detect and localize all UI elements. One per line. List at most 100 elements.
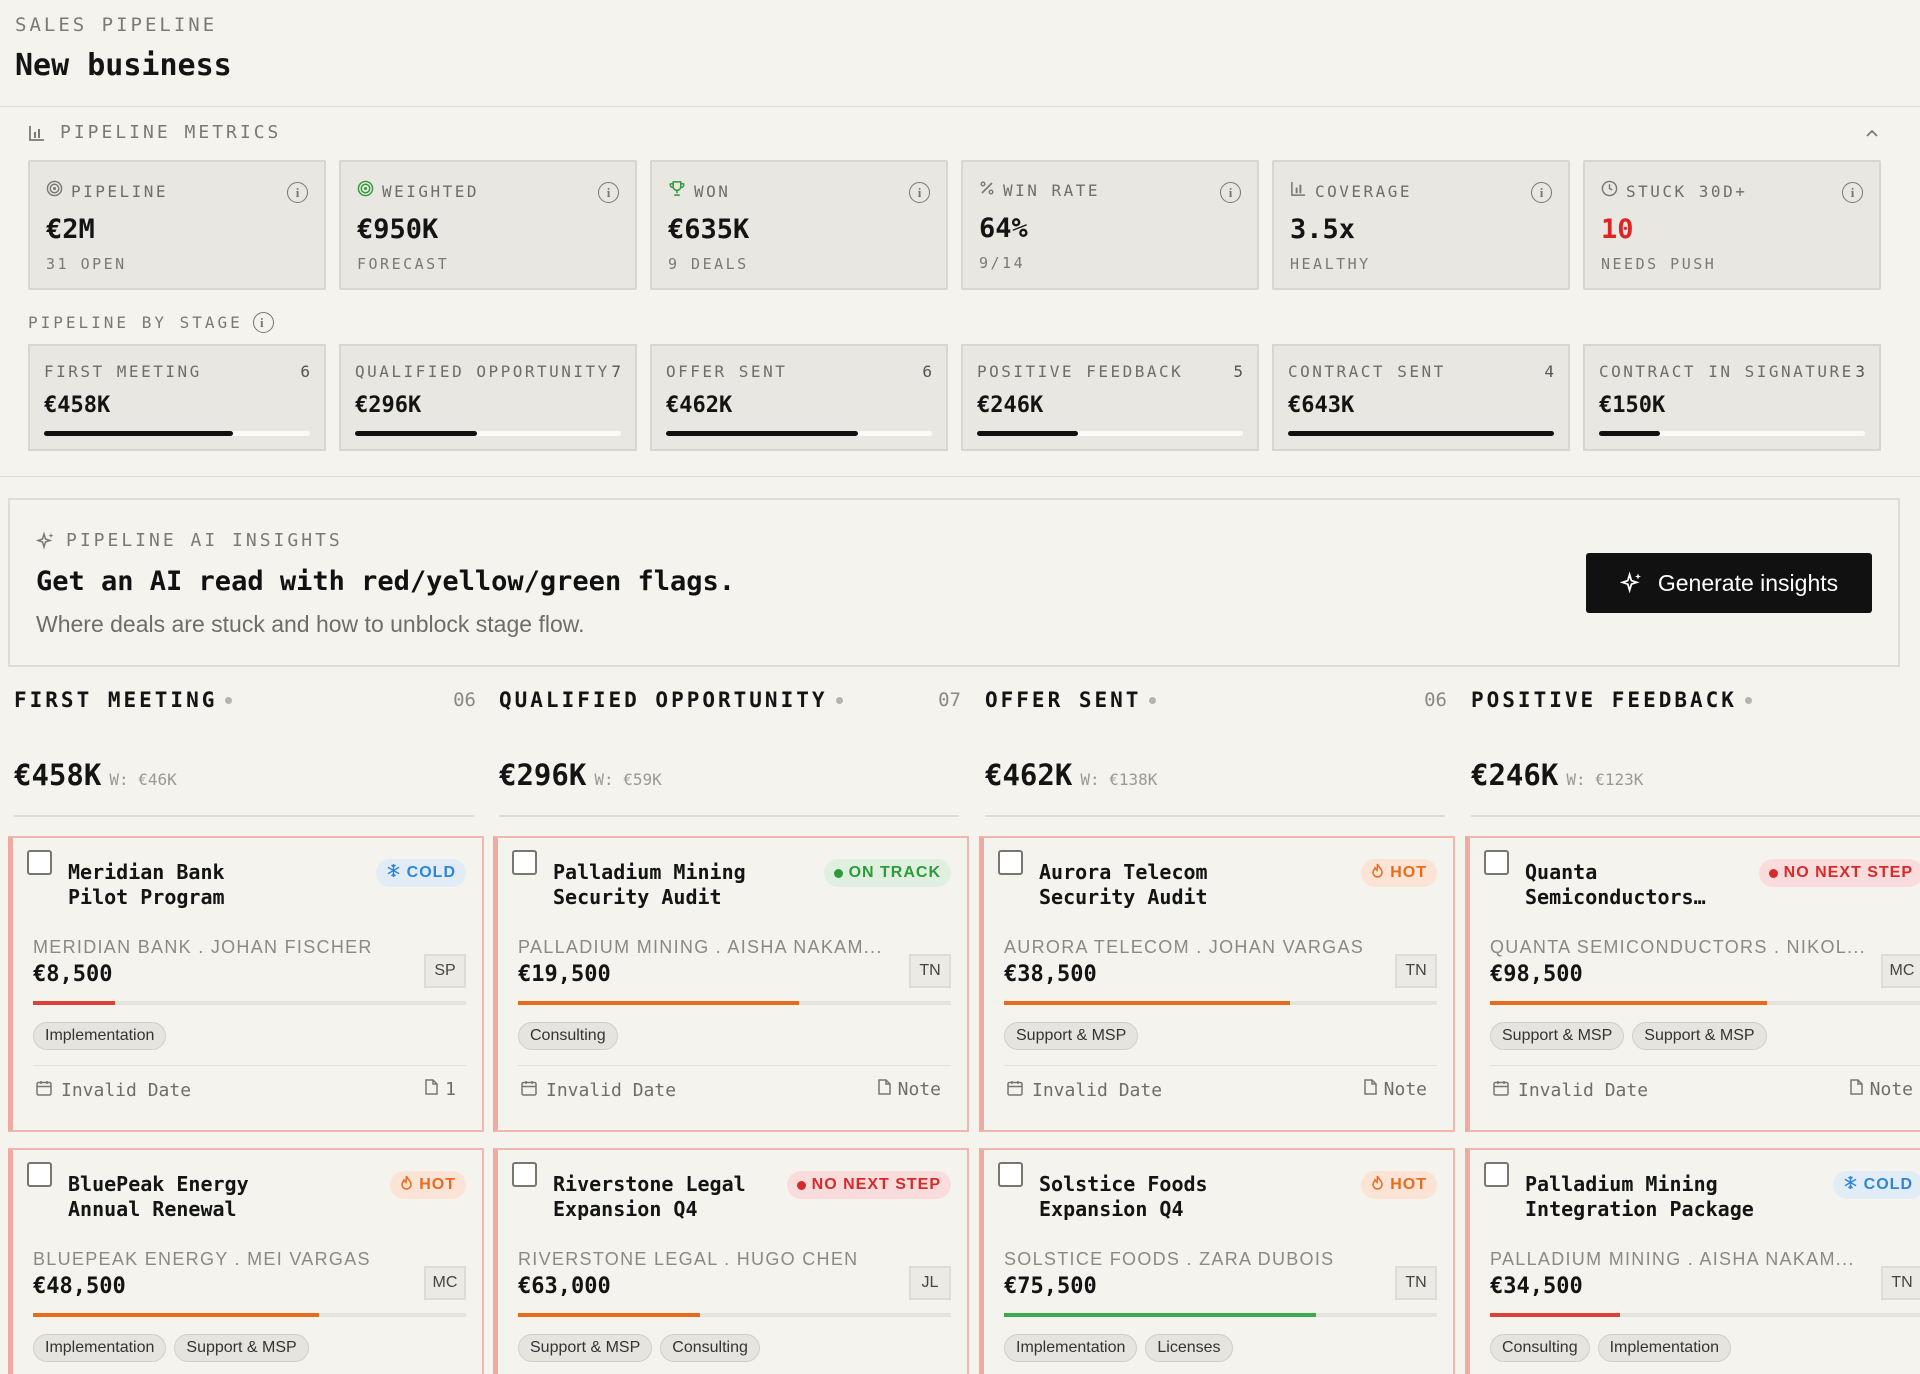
select-checkbox[interactable] [27,850,52,875]
owner-avatar[interactable]: MC [1881,954,1920,988]
owner-avatar[interactable]: TN [1881,1266,1920,1300]
deal-card[interactable]: Palladium Mining Integration Package COLD P… [1465,1148,1920,1374]
status-badge: HOT [1361,1171,1437,1199]
metric-label-text: WEIGHTED [382,181,480,201]
snowflake-icon [386,863,401,883]
tag-chip[interactable]: Consulting [518,1022,618,1050]
tag-list: Implementation [33,1022,167,1050]
deal-title[interactable]: Solstice Foods Expansion Q4 [1039,1172,1309,1222]
select-checkbox[interactable] [998,850,1023,875]
tag-chip[interactable]: Support & MSP [518,1334,653,1362]
info-icon[interactable]: i [1220,182,1241,203]
tag-chip[interactable]: Implementation [33,1334,167,1362]
metric-subtext: 9 DEALS [668,255,749,273]
metric-label: WON [668,180,930,202]
deal-date[interactable]: Invalid Date [35,1079,191,1102]
select-checkbox[interactable] [27,1162,52,1187]
deal-title[interactable]: Meridian Bank Pilot Program [68,860,338,910]
stage-card[interactable]: QUALIFIED OPPORTUNITY 7 €296K [339,344,637,451]
note-button[interactable]: Note [1362,1078,1427,1101]
info-icon[interactable]: i [1531,182,1552,203]
column-total-value: €462K [985,758,1073,792]
stage-card[interactable]: CONTRACT SENT 4 €643K [1272,344,1570,451]
deal-title[interactable]: Palladium Mining Integration Package [1525,1172,1795,1222]
info-icon[interactable]: i [909,182,930,203]
select-checkbox[interactable] [512,1162,537,1187]
deal-progress-bar [1490,1313,1920,1317]
dot-icon [1149,696,1157,704]
deal-company-contact: PALLADIUM MINING . AISHA NAKAM... [1490,1249,1855,1269]
stage-progress-bar [666,431,932,436]
deal-progress-bar [1004,1001,1437,1005]
divider [985,815,1445,817]
info-icon[interactable]: i [598,182,619,203]
info-icon[interactable]: i [1842,182,1863,203]
metric-subtext: FORECAST [357,255,450,273]
owner-avatar[interactable]: MC [424,1266,466,1300]
metric-card: WON i €635K 9 DEALS [650,160,948,290]
generate-insights-label: Generate insights [1657,569,1839,596]
select-checkbox[interactable] [998,1162,1023,1187]
select-checkbox[interactable] [1484,850,1509,875]
info-icon[interactable]: i [287,182,308,203]
stage-card[interactable]: POSITIVE FEEDBACK 5 €246K [961,344,1259,451]
status-badge: NO NEXT STEP [1758,859,1920,887]
tag-chip[interactable]: Implementation [33,1022,167,1050]
note-button[interactable]: Note [1848,1078,1913,1101]
owner-avatar[interactable]: TN [1395,1266,1437,1300]
deal-title[interactable]: BluePeak Energy Annual Renewal [68,1172,338,1222]
ai-insights-panel: PIPELINE AI INSIGHTS Get an AI read with… [8,498,1900,667]
generate-insights-button[interactable]: Generate insights [1586,553,1872,613]
note-button[interactable]: Note [876,1078,941,1101]
tag-chip[interactable]: Support & MSP [1490,1022,1625,1050]
bar-chart-icon [29,125,44,141]
tag-chip[interactable]: Consulting [660,1334,760,1362]
deal-date-text: Invalid Date [1518,1080,1649,1101]
column-total: €458K W: €46K [14,758,474,792]
deal-card[interactable]: Riverstone Legal Expansion Q4 NO NEXT STEP… [493,1148,969,1374]
metric-value: 64% [979,213,1028,244]
owner-avatar[interactable]: JL [909,1266,951,1300]
deal-date[interactable]: Invalid Date [1492,1079,1648,1102]
stage-card[interactable]: OFFER SENT 6 €462K [650,344,948,451]
tag-chip[interactable]: Support & MSP [1632,1022,1767,1050]
note-button[interactable]: 1 [423,1078,456,1101]
deal-card[interactable]: Palladium Mining Security Audit ON TRACK PA… [493,836,969,1132]
deal-title[interactable]: Aurora Telecom Security Audit [1039,860,1309,910]
deal-date[interactable]: Invalid Date [1006,1079,1162,1102]
tag-chip[interactable]: Support & MSP [174,1334,309,1362]
deal-card[interactable]: Aurora Telecom Security Audit HOT AURORA TE… [979,836,1455,1132]
divider [1490,1065,1920,1066]
owner-avatar[interactable]: TN [1395,954,1437,988]
owner-avatar[interactable]: TN [909,954,951,988]
deal-card[interactable]: BluePeak Energy Annual Renewal HOT BLUEPEAK… [8,1148,484,1374]
deal-title[interactable]: Palladium Mining Security Audit [553,860,823,910]
deal-date[interactable]: Invalid Date [520,1079,676,1102]
deal-progress-fill [1004,1313,1316,1317]
metric-label-text: WIN RATE [1003,181,1101,200]
tag-chip[interactable]: Consulting [1490,1334,1590,1362]
chevron-up-icon[interactable] [1864,120,1880,144]
column-title-text: QUALIFIED OPPORTUNITY [499,688,828,712]
select-checkbox[interactable] [512,850,537,875]
tag-chip[interactable]: Support & MSP [1004,1022,1139,1050]
tag-chip[interactable]: Implementation [1004,1334,1138,1362]
deal-card[interactable]: Quanta Semiconductors… NO NEXT STEP QUANTA … [1465,836,1920,1132]
tag-list: Support & MSP [1004,1022,1139,1050]
page-title: New business [15,48,232,83]
select-checkbox[interactable] [1484,1162,1509,1187]
column-title: FIRST MEETING [14,688,233,712]
deal-card[interactable]: Meridian Bank Pilot Program COLD MERIDIAN B… [8,836,484,1132]
status-badge: COLD [1832,1171,1920,1199]
deal-title[interactable]: Quanta Semiconductors… [1525,860,1795,910]
info-icon[interactable]: i [252,312,274,333]
metric-label: COVERAGE [1290,180,1552,202]
deal-title[interactable]: Riverstone Legal Expansion Q4 [553,1172,823,1222]
deal-card[interactable]: Solstice Foods Expansion Q4 HOT SOLSTICE FO… [979,1148,1455,1374]
stage-card[interactable]: FIRST MEETING 6 €458K [28,344,326,451]
owner-avatar[interactable]: SP [424,954,466,988]
tag-chip[interactable]: Licenses [1145,1334,1233,1362]
tag-chip[interactable]: Implementation [1597,1334,1731,1362]
stage-card[interactable]: CONTRACT IN SIGNATURE 3 €150K [1583,344,1881,451]
column-total-value: €246K [1471,758,1559,792]
